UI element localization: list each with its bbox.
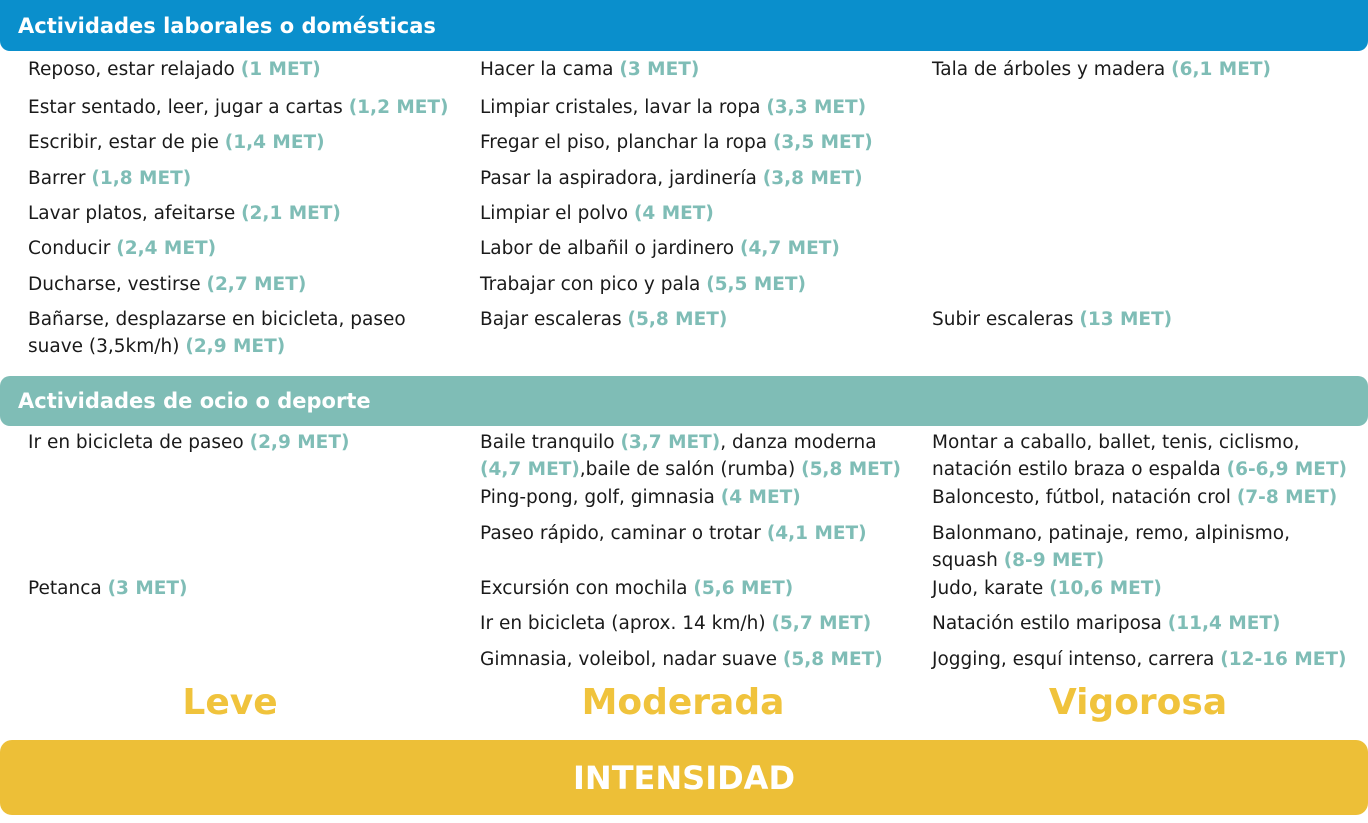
section-title: Actividades laborales o domésticas bbox=[18, 13, 436, 38]
section-header-leisure: Actividades de ocio o deporte bbox=[0, 376, 1368, 426]
list-item: Lavar platos, afeitarse (2,1 MET) bbox=[28, 203, 341, 224]
level-label-vigorosa: Vigorosa bbox=[1048, 682, 1228, 723]
section-title: Actividades de ocio o deporte bbox=[18, 389, 371, 413]
list-item: Excursión con mochila (5,6 MET) bbox=[480, 578, 794, 599]
list-item: Barrer (1,8 MET) bbox=[28, 168, 192, 189]
list-item: Baloncesto, fútbol, natación crol (7-8 M… bbox=[932, 487, 1338, 508]
list-item: Limpiar cristales, lavar la ropa (3,3 ME… bbox=[480, 97, 867, 118]
intensity-bar: INTENSIDAD bbox=[0, 740, 1368, 815]
list-item: Tala de árboles y madera (6,1 MET) bbox=[932, 59, 1271, 80]
list-item: Ping-pong, golf, gimnasia (4 MET) bbox=[480, 487, 801, 508]
list-item: Paseo rápido, caminar o trotar (4,1 MET) bbox=[480, 523, 867, 544]
list-item: Trabajar con pico y pala (5,5 MET) bbox=[480, 274, 806, 295]
list-item: Pasar la aspiradora, jardinería (3,8 MET… bbox=[480, 168, 863, 189]
list-item: Estar sentado, leer, jugar a cartas (1,2… bbox=[28, 97, 449, 118]
list-item: Ir en bicicleta de paseo (2,9 MET) bbox=[28, 432, 350, 453]
list-item: Baile tranquilo (3,7 MET), danza moderna… bbox=[480, 432, 901, 480]
list-item: Fregar el piso, planchar la ropa (3,5 ME… bbox=[480, 132, 873, 153]
list-item: Judo, karate (10,6 MET) bbox=[932, 578, 1162, 599]
list-item: Escribir, estar de pie (1,4 MET) bbox=[28, 132, 325, 153]
level-label-moderada: Moderada bbox=[581, 682, 785, 723]
list-item: Gimnasia, voleibol, nadar suave (5,8 MET… bbox=[480, 649, 883, 670]
list-item: Labor de albañil o jardinero (4,7 MET) bbox=[480, 238, 840, 259]
list-item: Bajar escaleras (5,8 MET) bbox=[480, 309, 728, 330]
list-item: Balonmano, patinaje, remo, alpinismo, squ… bbox=[932, 523, 1290, 571]
list-item: Hacer la cama (3 MET) bbox=[480, 59, 700, 80]
list-item: Ducharse, vestirse (2,7 MET) bbox=[28, 274, 307, 295]
list-item: Montar a caballo, ballet, tenis, ciclism… bbox=[932, 432, 1348, 480]
list-item: Ir en bicicleta (aprox. 14 km/h) (5,7 ME… bbox=[480, 613, 872, 634]
list-item: Subir escaleras (13 MET) bbox=[932, 309, 1173, 330]
list-item: Bañarse, desplazarse en bicicleta, paseo… bbox=[28, 309, 406, 357]
section-header-work: Actividades laborales o domésticas bbox=[0, 0, 1368, 51]
list-item: Reposo, estar relajado (1 MET) bbox=[28, 59, 321, 80]
list-item: Jogging, esquí intenso, carrera (12-16 M… bbox=[932, 649, 1347, 670]
list-item: Petanca (3 MET) bbox=[28, 578, 188, 599]
intensity-label: INTENSIDAD bbox=[573, 758, 795, 797]
list-item: Conducir (2,4 MET) bbox=[28, 238, 217, 259]
list-item: Natación estilo mariposa (11,4 MET) bbox=[932, 613, 1281, 634]
level-label-leve: Leve bbox=[182, 682, 278, 723]
list-item: Limpiar el polvo (4 MET) bbox=[480, 203, 714, 224]
